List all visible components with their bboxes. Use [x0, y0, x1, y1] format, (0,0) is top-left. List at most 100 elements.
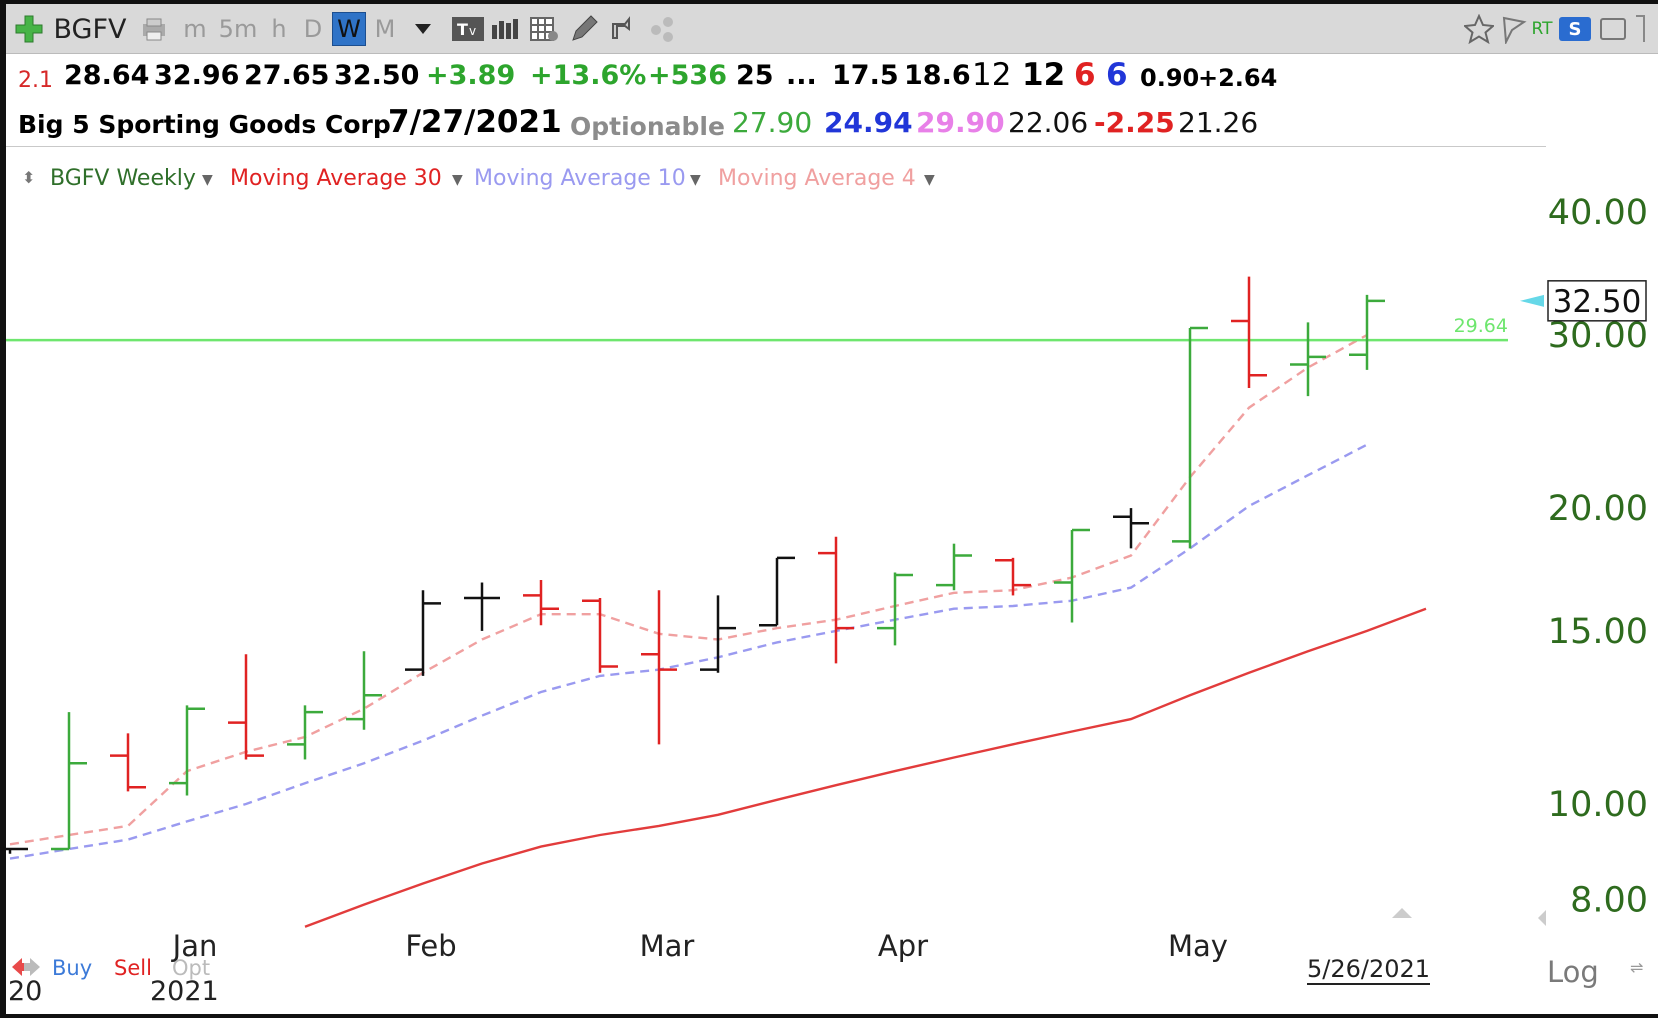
- y-tick-label: 40.00: [1548, 193, 1648, 233]
- svg-text:T: T: [457, 20, 468, 39]
- ohlc-bar: [936, 543, 972, 591]
- symbol-label[interactable]: BGFV: [53, 13, 127, 45]
- x-axis-layer: Jan Feb Mar Apr May 20 2021: [8, 929, 1228, 1007]
- timeframe-w[interactable]: W: [332, 12, 366, 46]
- quote-v9: +2.64: [1198, 64, 1278, 92]
- share-icon[interactable]: [606, 12, 642, 46]
- quote-date: 7/27/2021: [388, 104, 562, 140]
- flag-icon[interactable]: [1500, 12, 1528, 46]
- quote-close: 32.50: [334, 60, 420, 91]
- log-scale-toggle[interactable]: Log: [1547, 955, 1599, 989]
- dots-icon[interactable]: [646, 12, 680, 46]
- header-divider: [6, 146, 1546, 147]
- quote-change: +3.89: [426, 60, 516, 91]
- legend-ma10-caret-icon[interactable]: ▼: [690, 172, 701, 188]
- quote2-v3: 29.90: [916, 106, 1005, 139]
- printer-icon[interactable]: [136, 12, 172, 46]
- reference-line-label: 29.64: [1454, 315, 1508, 337]
- rt-icon[interactable]: RT: [1531, 19, 1553, 39]
- y-tick-label: 20.00: [1548, 489, 1648, 529]
- timeframe-5m[interactable]: 5m: [218, 15, 258, 43]
- scroll-left-icon: [1538, 910, 1546, 926]
- star-icon[interactable]: [1462, 12, 1496, 46]
- legend-ma4-caret-icon[interactable]: ▼: [924, 172, 935, 188]
- svg-text:v: v: [469, 24, 476, 38]
- x-tick-label: May: [1168, 929, 1228, 963]
- reference-line-layer: 29.64: [6, 315, 1508, 342]
- y-tick-label: 8.00: [1570, 880, 1648, 920]
- quote-high: 32.96: [154, 60, 240, 91]
- add-icon[interactable]: [12, 12, 46, 46]
- legend-ma30-caret-icon[interactable]: ▼: [452, 172, 463, 188]
- quote-v4: 12: [972, 57, 1012, 93]
- y-tick-label: 30.00: [1548, 316, 1648, 356]
- pencil-icon[interactable]: [566, 12, 602, 46]
- last-date-label: 5/26/2021: [1307, 955, 1431, 985]
- buy-label[interactable]: Buy: [52, 956, 93, 980]
- ma30-layer: [304, 607, 1427, 928]
- s-label: S: [1559, 17, 1591, 41]
- ma10-line: [9, 443, 1368, 860]
- scale-slider-icon[interactable]: ⇌: [1630, 958, 1644, 977]
- timeframe-h[interactable]: h: [271, 15, 287, 43]
- grid-icon[interactable]: [526, 12, 562, 46]
- quote2-v4: 22.06: [1008, 106, 1089, 139]
- legend-ma10[interactable]: Moving Average 10: [474, 166, 686, 191]
- drag-handle-icon[interactable]: ⬍: [22, 168, 36, 187]
- quote-ellipsis: ...: [786, 60, 817, 91]
- buy-sell-icon[interactable]: [10, 956, 42, 983]
- legend-ma4[interactable]: Moving Average 4: [718, 166, 916, 191]
- ohlc-bar: [1054, 528, 1090, 623]
- ohlc-bar: [405, 590, 441, 676]
- legend-main-caret-icon[interactable]: ▼: [202, 172, 213, 188]
- company-name: Big 5 Sporting Goods Corp: [18, 110, 391, 139]
- sell-label[interactable]: Sell: [114, 956, 152, 980]
- x-tick-label: Jan: [171, 929, 218, 963]
- legend-ma30[interactable]: Moving Average 30: [230, 166, 442, 191]
- bar-chart-icon[interactable]: [488, 12, 522, 46]
- scroll-up-icon: [1392, 908, 1412, 918]
- ohlc-bar: [51, 712, 87, 851]
- quote2-v5: -2.25: [1094, 106, 1175, 139]
- quote-first: 2.1: [18, 68, 53, 93]
- timeframe-d[interactable]: D: [303, 15, 323, 43]
- save-icon[interactable]: [1596, 12, 1630, 46]
- quote-v8: 0.90: [1140, 64, 1200, 92]
- x-tick-label: Apr: [878, 929, 928, 963]
- quote-v6: 6: [1074, 57, 1096, 93]
- ohlc-bar: [346, 651, 382, 730]
- quote2-v1: 27.90: [732, 106, 813, 139]
- ohlc-bar: [582, 598, 618, 673]
- ohlc-bar: [1172, 326, 1208, 549]
- ma4-layer: [9, 333, 1368, 846]
- ohlc-bar: [700, 595, 736, 673]
- x-tick-label: Feb: [405, 929, 456, 963]
- quote-open: 28.64: [64, 60, 150, 91]
- quote2-v2: 24.94: [824, 106, 913, 139]
- ma10-layer: [9, 443, 1368, 860]
- x-tick-extra-label: 2021: [150, 976, 219, 1007]
- ohlc-bar: [641, 590, 677, 745]
- window-edge-icon: [1632, 12, 1656, 46]
- ohlc-bar: [995, 557, 1031, 596]
- dropdown-icon[interactable]: [408, 12, 438, 46]
- timeframe-mo[interactable]: M: [374, 15, 396, 43]
- x-tick-extra-label: 20: [8, 976, 42, 1007]
- ohlc-bar: [1290, 322, 1326, 397]
- x-tick-label: Mar: [640, 929, 695, 963]
- y-tick-label: 10.00: [1548, 785, 1648, 825]
- ohlc-bar: [464, 582, 500, 631]
- last-price-box: [1547, 280, 1647, 322]
- ohlc-bar: [877, 572, 913, 646]
- quote2-v6: 21.26: [1178, 106, 1259, 139]
- ma4-line: [9, 333, 1368, 846]
- legend-main-series[interactable]: BGFV Weekly: [50, 166, 196, 191]
- last-price-pointer: [1520, 294, 1544, 307]
- s-icon[interactable]: S: [1558, 12, 1592, 46]
- quote-volume-change: +536: [648, 60, 727, 91]
- timeframe-m[interactable]: m: [183, 15, 207, 43]
- opt-label[interactable]: Opt: [172, 956, 211, 980]
